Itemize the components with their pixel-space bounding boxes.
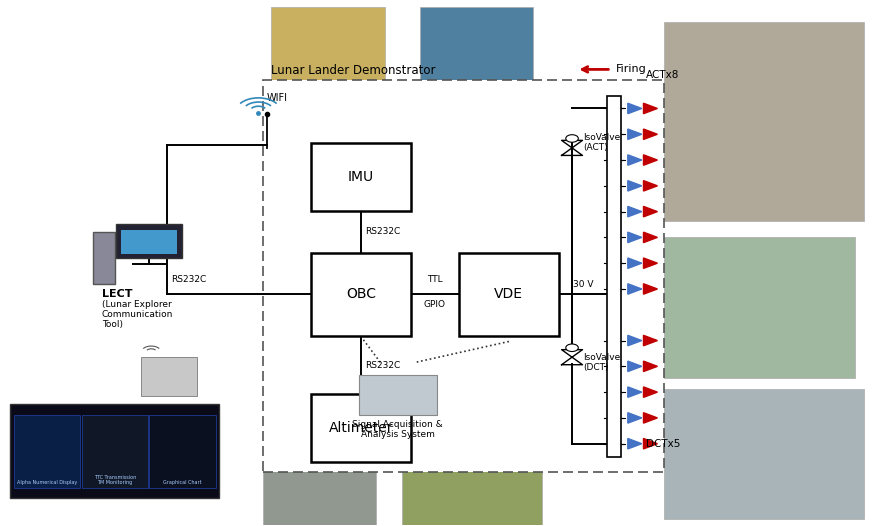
Text: ACTx8: ACTx8: [646, 69, 679, 79]
Text: (Lunar Explorer
Communication
Tool): (Lunar Explorer Communication Tool): [101, 300, 173, 329]
Polygon shape: [643, 439, 657, 449]
Polygon shape: [643, 335, 657, 346]
Text: DCTx5: DCTx5: [646, 439, 681, 449]
Polygon shape: [643, 103, 657, 114]
Text: Graphical Chart: Graphical Chart: [163, 480, 202, 485]
Polygon shape: [628, 439, 642, 449]
Bar: [459, 252, 559, 336]
FancyBboxPatch shape: [358, 376, 437, 414]
Bar: [607, 96, 621, 457]
Polygon shape: [643, 129, 657, 139]
Text: WIFI: WIFI: [267, 93, 288, 103]
FancyBboxPatch shape: [663, 237, 855, 378]
FancyBboxPatch shape: [663, 22, 864, 221]
Polygon shape: [643, 413, 657, 423]
Text: IsoValve
(ACT): IsoValve (ACT): [583, 133, 621, 153]
Polygon shape: [643, 232, 657, 242]
FancyBboxPatch shape: [420, 7, 533, 80]
Polygon shape: [643, 155, 657, 165]
Bar: [116, 224, 182, 258]
Text: IMU: IMU: [348, 170, 374, 184]
Polygon shape: [628, 206, 642, 217]
Text: Alpha Numerical Display: Alpha Numerical Display: [17, 480, 77, 485]
Polygon shape: [628, 413, 642, 423]
Polygon shape: [643, 361, 657, 371]
Bar: [10, 404, 219, 499]
Bar: [149, 414, 216, 488]
Text: Lunar Lander Demonstrator: Lunar Lander Demonstrator: [272, 64, 436, 77]
Bar: [14, 414, 80, 488]
Text: TTL: TTL: [427, 275, 442, 284]
Polygon shape: [628, 155, 642, 165]
Circle shape: [565, 135, 579, 142]
Text: RS232C: RS232C: [171, 275, 206, 284]
Text: GPIO: GPIO: [424, 300, 446, 309]
Bar: [310, 143, 411, 211]
Polygon shape: [628, 232, 642, 242]
Circle shape: [565, 344, 579, 351]
Polygon shape: [628, 335, 642, 346]
Bar: [93, 231, 114, 284]
Bar: [310, 252, 411, 336]
Bar: [263, 80, 663, 472]
FancyBboxPatch shape: [663, 389, 864, 519]
Bar: [81, 414, 148, 488]
Polygon shape: [643, 258, 657, 268]
Text: OBC: OBC: [346, 287, 376, 301]
Text: Firing: Firing: [615, 64, 647, 74]
Polygon shape: [628, 129, 642, 139]
Polygon shape: [643, 206, 657, 217]
Polygon shape: [628, 361, 642, 371]
Polygon shape: [628, 180, 642, 191]
Text: IsoValve
(DCT): IsoValve (DCT): [583, 353, 621, 372]
Text: Altimeter: Altimeter: [329, 421, 393, 435]
FancyBboxPatch shape: [402, 457, 542, 524]
Text: RS232C: RS232C: [365, 360, 400, 370]
Text: RS232C: RS232C: [365, 227, 400, 236]
FancyBboxPatch shape: [272, 7, 385, 80]
Text: 30 V: 30 V: [572, 280, 593, 289]
Text: VDE: VDE: [495, 287, 524, 301]
Polygon shape: [628, 284, 642, 294]
Bar: [121, 229, 177, 254]
Text: TTC Transmission
TM Monitoring: TTC Transmission TM Monitoring: [94, 474, 135, 485]
Polygon shape: [643, 284, 657, 294]
Polygon shape: [643, 387, 657, 397]
Polygon shape: [643, 180, 657, 191]
Text: Signal Acquisition &
Analysis System: Signal Acquisition & Analysis System: [352, 420, 443, 439]
Polygon shape: [628, 103, 642, 114]
Polygon shape: [628, 258, 642, 268]
Text: LECT: LECT: [101, 289, 132, 299]
Polygon shape: [628, 387, 642, 397]
Bar: [141, 357, 198, 397]
FancyBboxPatch shape: [263, 457, 376, 524]
Bar: [310, 394, 411, 462]
